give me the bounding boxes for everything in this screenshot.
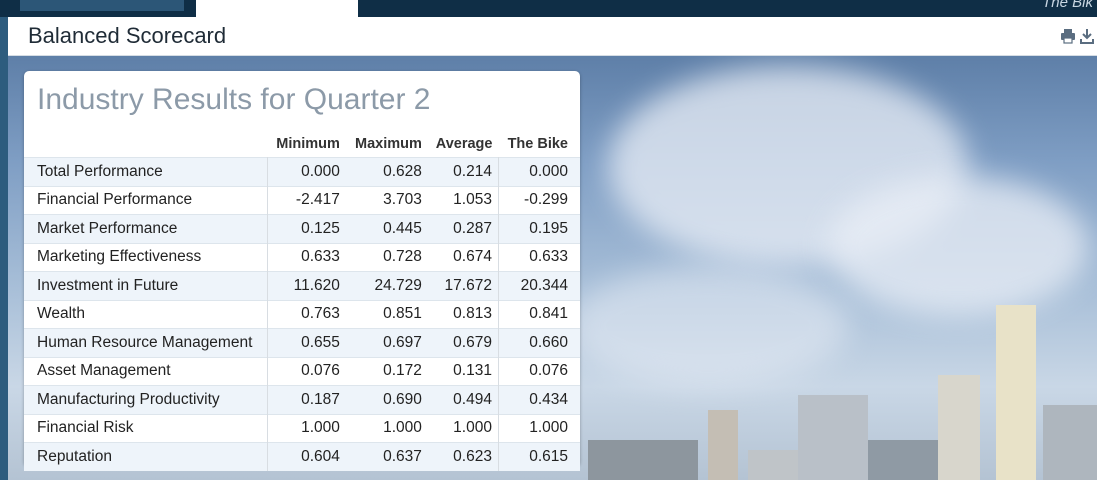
- row-label: Market Performance: [24, 214, 268, 243]
- maximum-cell: 0.697: [383, 333, 422, 351]
- maximum-cell: 0.445: [383, 219, 422, 237]
- maximum-cell: 0.690: [383, 390, 422, 408]
- minimum-cell: 0.187: [301, 390, 340, 408]
- average-cell: 1.053: [453, 191, 492, 209]
- average-cell: 0.287: [453, 219, 492, 237]
- row-label: Manufacturing Productivity: [24, 385, 268, 414]
- row-label: Marketing Effectiveness: [24, 243, 268, 272]
- minimum-cell: 0.655: [301, 333, 340, 351]
- average-cell: 0.623: [453, 447, 492, 465]
- average-cell: 0.679: [453, 333, 492, 351]
- column-header-maximum: Maximum: [355, 136, 422, 152]
- the-bike-cell: 0.841: [497, 300, 580, 329]
- table-row: Investment in Future 11.620 24.729 17.672 20…: [24, 271, 580, 300]
- maximum-cell: 0.172: [383, 362, 422, 380]
- table-row: Human Resource Management 0.655 0.697 0.679…: [24, 328, 580, 357]
- table-row: Financial Risk 1.000 1.000 1.000 1.000: [24, 414, 580, 443]
- download-icon[interactable]: [1079, 27, 1095, 45]
- table-row: Asset Management 0.076 0.172 0.131 0.076: [24, 357, 580, 386]
- row-label: Financial Performance: [24, 186, 268, 215]
- average-cell: 0.813: [453, 305, 492, 323]
- average-cell: 17.672: [444, 276, 492, 294]
- row-label: Reputation: [24, 442, 268, 471]
- minimum-cell: 0.125: [301, 219, 340, 237]
- page-header: Balanced Scorecard: [8, 17, 1097, 56]
- page-title: Balanced Scorecard: [28, 23, 227, 48]
- results-table: Minimum Maximum Average The Bike Total P…: [24, 131, 580, 471]
- table-row: Wealth 0.763 0.851 0.813 0.841: [24, 300, 580, 329]
- the-bike-cell: 20.344: [497, 271, 580, 300]
- header-actions: [1060, 27, 1095, 45]
- the-bike-cell: 0.000: [497, 157, 580, 186]
- the-bike-cell: 0.195: [497, 214, 580, 243]
- maximum-cell: 3.703: [383, 191, 422, 209]
- the-bike-cell: 1.000: [497, 414, 580, 443]
- the-bike-cell: 0.633: [497, 243, 580, 272]
- minimum-cell: 0.076: [301, 362, 340, 380]
- average-cell: 0.494: [453, 390, 492, 408]
- minimum-cell: -2.417: [295, 191, 340, 209]
- table-header-row: Minimum Maximum Average The Bike: [24, 131, 580, 158]
- average-cell: 0.131: [453, 362, 492, 380]
- the-bike-cell: 0.076: [497, 357, 580, 386]
- column-header-the-bike: The Bike: [507, 136, 568, 152]
- row-label: Total Performance: [24, 157, 268, 186]
- industry-results-panel: Industry Results for Quarter 2 Minimum M…: [24, 71, 580, 471]
- column-header-average: Average: [435, 136, 493, 152]
- table-row: Marketing Effectiveness 0.633 0.728 0.674 0.…: [24, 243, 580, 272]
- maximum-cell: 24.729: [374, 276, 422, 294]
- brand-text: The Bik: [1042, 0, 1093, 11]
- table-row: Reputation 0.604 0.637 0.623 0.615: [24, 442, 580, 471]
- maximum-cell: 0.728: [383, 248, 422, 266]
- average-cell: 1.000: [453, 419, 492, 437]
- minimum-cell: 0.604: [301, 447, 340, 465]
- maximum-cell: 0.637: [383, 447, 422, 465]
- row-label: Financial Risk: [24, 414, 268, 443]
- the-bike-cell: 0.615: [497, 442, 580, 471]
- column-header-minimum: Minimum: [276, 136, 340, 152]
- minimum-cell: 11.620: [293, 276, 340, 294]
- the-bike-cell: 0.660: [497, 328, 580, 357]
- minimum-cell: 0.763: [301, 305, 340, 323]
- maximum-cell: 0.628: [383, 162, 422, 180]
- nav-tab[interactable]: [20, 0, 184, 11]
- table-row: Manufacturing Productivity 0.187 0.690 0.49…: [24, 385, 580, 414]
- average-cell: 0.674: [453, 248, 492, 266]
- table-row: Market Performance 0.125 0.445 0.287 0.195: [24, 214, 580, 243]
- row-label: Wealth: [24, 300, 268, 329]
- maximum-cell: 0.851: [383, 305, 422, 323]
- minimum-cell: 0.633: [301, 248, 340, 266]
- row-label: Human Resource Management: [24, 328, 268, 357]
- minimum-cell: 0.000: [301, 162, 340, 180]
- row-label: Asset Management: [24, 357, 268, 386]
- maximum-cell: 1.000: [383, 419, 422, 437]
- nav-tab-active[interactable]: [196, 0, 358, 17]
- top-nav-bar: The Bik: [0, 0, 1097, 17]
- panel-title: Industry Results for Quarter 2: [37, 83, 431, 116]
- table-row: Total Performance 0.000 0.628 0.214 0.000: [24, 157, 580, 186]
- minimum-cell: 1.000: [301, 419, 340, 437]
- the-bike-cell: -0.299: [497, 186, 580, 215]
- print-icon[interactable]: [1060, 27, 1076, 45]
- the-bike-cell: 0.434: [497, 385, 580, 414]
- average-cell: 0.214: [453, 162, 492, 180]
- column-header: [24, 131, 268, 158]
- table-row: Financial Performance -2.417 3.703 1.053 -0.…: [24, 186, 580, 215]
- left-accent-strip: [0, 17, 8, 480]
- row-label: Investment in Future: [24, 271, 268, 300]
